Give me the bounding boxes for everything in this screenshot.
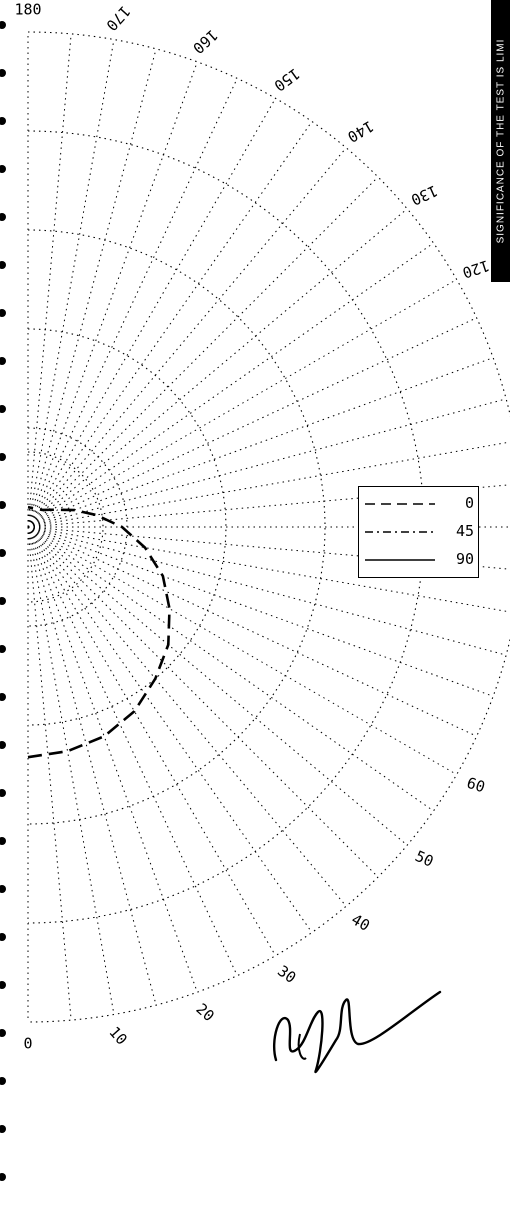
edge-dot [0, 1125, 6, 1133]
tick-label-0: 0 [23, 1035, 32, 1053]
edge-dot [0, 885, 6, 893]
tick-label-170: 170 [102, 2, 134, 34]
side-banner-text: SIGNIFICANCE OF THE TEST IS LIMI [495, 38, 506, 244]
grid-spoke-25 [27, 526, 238, 976]
edge-dot [0, 261, 6, 269]
edge-dot [0, 165, 6, 173]
grid-spoke-80 [27, 526, 510, 613]
edge-dot [0, 357, 6, 365]
tick-label-50: 50 [412, 847, 436, 871]
grid-spoke-100 [27, 441, 510, 528]
grid-spoke-5 [27, 526, 72, 1021]
edge-dot [0, 1077, 6, 1085]
edge-dot [0, 213, 6, 221]
tick-label-180: 180 [14, 1, 41, 19]
grid-spoke-175 [27, 33, 72, 528]
grid-spoke-130 [27, 208, 408, 528]
left-edge-dots [0, 0, 28, 1214]
tick-label-150: 150 [271, 64, 303, 94]
tick-label-40: 40 [348, 910, 373, 935]
grid-spoke-170 [27, 39, 115, 528]
grid-spoke-65 [27, 526, 477, 737]
grid-spoke-110 [27, 357, 494, 528]
grid-spoke-140 [27, 147, 347, 528]
edge-dot [0, 933, 6, 941]
grid-spoke-160 [27, 61, 198, 528]
tick-label-10: 10 [105, 1023, 130, 1048]
tick-label-160: 160 [189, 26, 221, 58]
grid-spoke-145 [27, 121, 313, 528]
grid-spoke-120 [27, 279, 457, 528]
edge-dot [0, 453, 6, 461]
tick-label-60: 60 [465, 774, 488, 797]
grid-spoke-50 [27, 526, 408, 846]
grid-spoke-155 [27, 78, 238, 528]
tick-label-120: 120 [460, 256, 491, 281]
edge-dot [0, 981, 6, 989]
edge-dot [0, 837, 6, 845]
edge-dot [0, 1029, 6, 1037]
legend-entry-0: 0 [359, 493, 480, 515]
edge-dot [0, 789, 6, 797]
grid-spoke-20 [27, 526, 198, 993]
edge-dot [0, 501, 6, 509]
legend-entry-90: 90 [359, 549, 480, 571]
edge-dot [0, 117, 6, 125]
edge-dot [0, 693, 6, 701]
legend-label-90: 90 [455, 550, 474, 568]
edge-dot [0, 741, 6, 749]
grid-spoke-150 [27, 98, 276, 528]
edge-dot [0, 549, 6, 557]
edge-dot [0, 597, 6, 605]
legend-label-45: 45 [455, 522, 474, 540]
signature [272, 990, 442, 1074]
grid-spoke-40 [27, 526, 347, 907]
edge-dot [0, 645, 6, 653]
tick-label-130: 130 [408, 181, 440, 208]
edge-dot [0, 69, 6, 77]
legend-label-0: 0 [464, 494, 474, 512]
side-banner: SIGNIFICANCE OF THE TEST IS LIMI [491, 0, 510, 282]
series-0-curve [27, 505, 171, 759]
edge-dot [0, 21, 6, 29]
grid-ring-3 [27, 229, 326, 825]
edge-dot [0, 1173, 6, 1181]
grid-spoke-115 [27, 317, 477, 528]
grid-spoke-45 [27, 526, 379, 878]
edge-dot [0, 309, 6, 317]
grid-spoke-60 [27, 526, 457, 775]
edge-dot [0, 405, 6, 413]
grid-spoke-75 [27, 526, 507, 656]
legend-entry-45: 45 [359, 521, 480, 543]
grid-spoke-165 [27, 48, 157, 528]
grid-spoke-10 [27, 526, 115, 1015]
grid-spoke-70 [27, 526, 494, 697]
grid-spoke-55 [27, 526, 434, 812]
grid-spoke-30 [27, 526, 276, 956]
tick-label-30: 30 [274, 962, 299, 987]
legend: 0 45 90 [358, 486, 479, 578]
tick-label-20: 20 [192, 1000, 217, 1025]
grid-spoke-135 [27, 176, 379, 528]
grid-spoke-105 [27, 398, 507, 528]
grid-spoke-35 [27, 526, 313, 933]
tick-label-140: 140 [344, 117, 376, 146]
grid-spoke-125 [27, 242, 434, 528]
grid-spoke-15 [27, 526, 157, 1006]
